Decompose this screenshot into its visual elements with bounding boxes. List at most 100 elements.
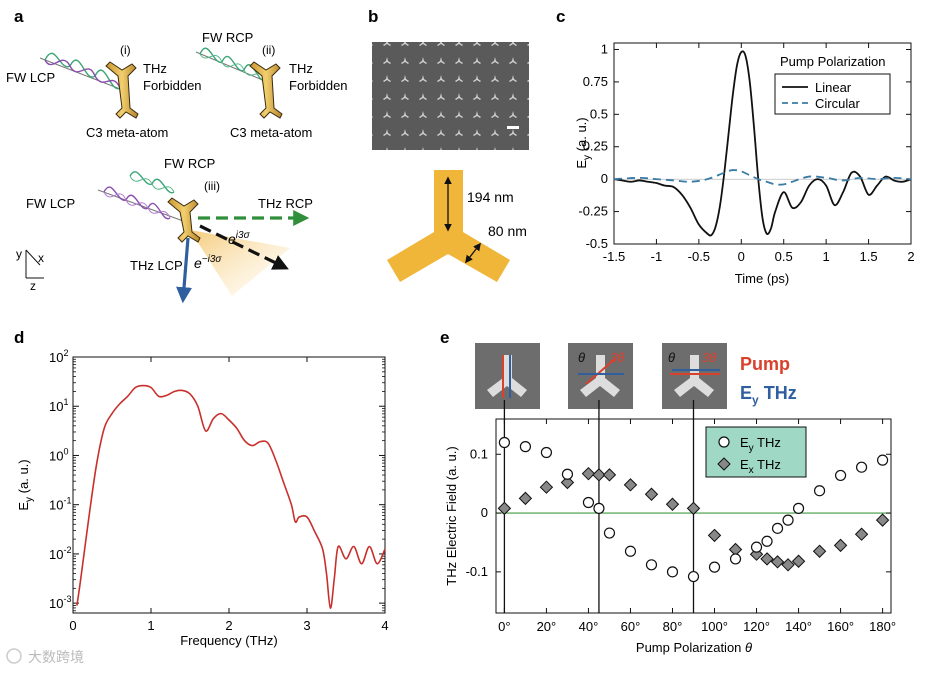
chart-d-ytick-label: 10-3: [49, 594, 71, 611]
three-theta-label-2: 3θ: [702, 350, 716, 365]
chart-d-ylabel: Ey (a. u.): [16, 459, 35, 510]
chart-e-xtick-label: 140°: [785, 619, 812, 634]
chart-c-ytick-label: -0.25: [578, 204, 608, 219]
chart-c-ytick-label: 0.5: [590, 106, 608, 121]
ey-thz-point: [624, 545, 637, 557]
axis-x-label: x: [38, 251, 44, 265]
ey-thz-label: Ey THz: [740, 383, 797, 407]
fw-rcp-wave-2: [195, 47, 273, 85]
chart-d-xtick-label: 0: [69, 618, 76, 633]
chart-c-ytick-label: 0: [601, 171, 608, 186]
series-linear: [613, 50, 912, 237]
axes-triad: y x z: [16, 247, 44, 293]
fw-rcp-label-2: FW RCP: [202, 30, 253, 45]
series-circular: [613, 169, 912, 186]
thz-label-2: THz: [289, 61, 313, 76]
c3-meta-atom-1: [105, 61, 139, 119]
chart-e-xtick-label: 20°: [537, 619, 557, 634]
ey-thz-point: [540, 446, 553, 459]
c3-meta-atom-3: [167, 197, 201, 243]
chart-d-xtick-label: 2: [225, 618, 232, 633]
chart-e-xtick-label: 180°: [869, 619, 896, 634]
axis-y-label: y: [16, 247, 22, 261]
legend-ey-marker: [718, 436, 730, 448]
ey-thz-point: [771, 522, 784, 534]
chart-c-ytick-label: -0.5: [586, 236, 608, 251]
fw-waves-3: [97, 171, 187, 223]
ey-thz-point: [498, 436, 511, 449]
chart-c-ytick-label: 0.75: [583, 74, 608, 89]
panel-c: c -1.5 -1 -0.5 0 0.5 1 1.5 2 -0.5 -0.25 0 0.25 0.5 0…: [556, 7, 915, 286]
theta-label-1: θ: [578, 350, 585, 365]
chart-c-xtick-label: 1: [823, 249, 830, 264]
chart-c-ytick-label: 1: [601, 41, 608, 56]
legend-box: [774, 73, 891, 115]
chart-e-xtick-label: 60°: [621, 619, 641, 634]
panel-d-label: d: [14, 328, 24, 347]
chart-e-legend: Ey THz Ex THz: [705, 426, 807, 478]
meta-atom-label-2: C3 meta-atom: [230, 125, 312, 140]
inset-90deg: θ 3θ: [662, 343, 727, 409]
ey-thz-point: [876, 454, 889, 466]
chart-c-xtick-label: -1: [651, 249, 663, 264]
c3-meta-atom-2: [249, 61, 283, 119]
chart-d-xtick-label: 1: [147, 618, 154, 633]
ex-thz-point: [581, 466, 596, 481]
chart-e-ytick-label: 0.1: [470, 446, 488, 461]
chart-c-frame: [613, 42, 912, 245]
chart-c-ytick-label: 0.25: [583, 139, 608, 154]
chart-c-legend: Pump Polarization Linear Circular: [774, 54, 891, 115]
arm-width-arrow: [465, 242, 481, 264]
inset-0deg: [475, 343, 540, 409]
chart-e-xticks: 0° 20° 40° 60° 80° 100° 120° 140° 160° 180°: [498, 419, 896, 634]
chart-d-ytick-label: 10-1: [49, 496, 71, 513]
chart-c-xtick-label: 1.5: [860, 249, 878, 264]
panel-a-label: a: [14, 7, 24, 26]
ex-thz-point: [644, 487, 659, 501]
ey-thz-point: [750, 541, 763, 553]
scale-bar: [507, 126, 519, 129]
chart-d-ytick-label: 10-2: [49, 545, 71, 562]
thz-lcp-arrow: [176, 237, 193, 304]
ex-thz-point: [781, 558, 795, 572]
ex-thz-point: [707, 528, 722, 543]
chart-d-xticks: 0 1 2 3 4: [69, 357, 389, 633]
chart-c-xtick-label: -1.5: [603, 249, 625, 264]
black-dashed-arrow: [199, 224, 289, 270]
ey-thz-point: [603, 527, 616, 539]
chart-c-xtick-label: -0.5: [688, 249, 710, 264]
chart-d-xtick-label: 4: [381, 618, 388, 633]
legend-circular-label: Circular: [815, 96, 860, 111]
thz-lcp-label: THz LCP: [130, 258, 183, 273]
sem-image: [372, 42, 529, 150]
ey-thz-point: [782, 514, 794, 526]
axis-z-label: z: [30, 279, 36, 293]
chart-c-xtick-label: 2: [907, 249, 914, 264]
chart-e-xtick-label: 120°: [743, 619, 770, 634]
ex-thz-point: [686, 501, 701, 516]
chart-e-xtick-label: 0°: [498, 619, 510, 634]
chart-c-xtick-label: 0.5: [775, 249, 793, 264]
forbidden-label-2: Forbidden: [289, 78, 348, 93]
fw-lcp-wave-1: [39, 52, 129, 93]
ey-thz-point: [519, 441, 532, 453]
ex-thz-point: [518, 491, 533, 506]
pump-label: Pump: [740, 354, 790, 374]
chart-c-xticks: -1.5 -1 -0.5 0 0.5 1 1.5 2: [603, 43, 915, 264]
fw-lcp-label-3: FW LCP: [26, 196, 75, 211]
ey-thz-point: [687, 570, 700, 583]
chart-e-yticks: -0.1 0 0.1: [466, 446, 891, 579]
ey-thz-point: [855, 461, 868, 473]
ey-thz-point: [593, 502, 605, 514]
watermark: 大数跨境: [6, 648, 84, 665]
ex-thz-point: [623, 478, 638, 492]
roman-ii-label: (ii): [262, 43, 275, 57]
ey-thz-point: [761, 535, 773, 547]
ex-thz-point: [592, 468, 606, 482]
chart-e-ytick-label: -0.1: [466, 564, 488, 579]
panel-d: d 0 1 2 3 4 102 101 100 10-1 10-2 10-3 Frequency …: [14, 328, 389, 648]
chart-c-xlabel: Time (ps): [735, 271, 789, 286]
ex-thz-point: [749, 547, 764, 561]
legend-ey-label: Ey THz: [740, 435, 781, 454]
phase-negative: e−i3σ: [194, 254, 222, 271]
